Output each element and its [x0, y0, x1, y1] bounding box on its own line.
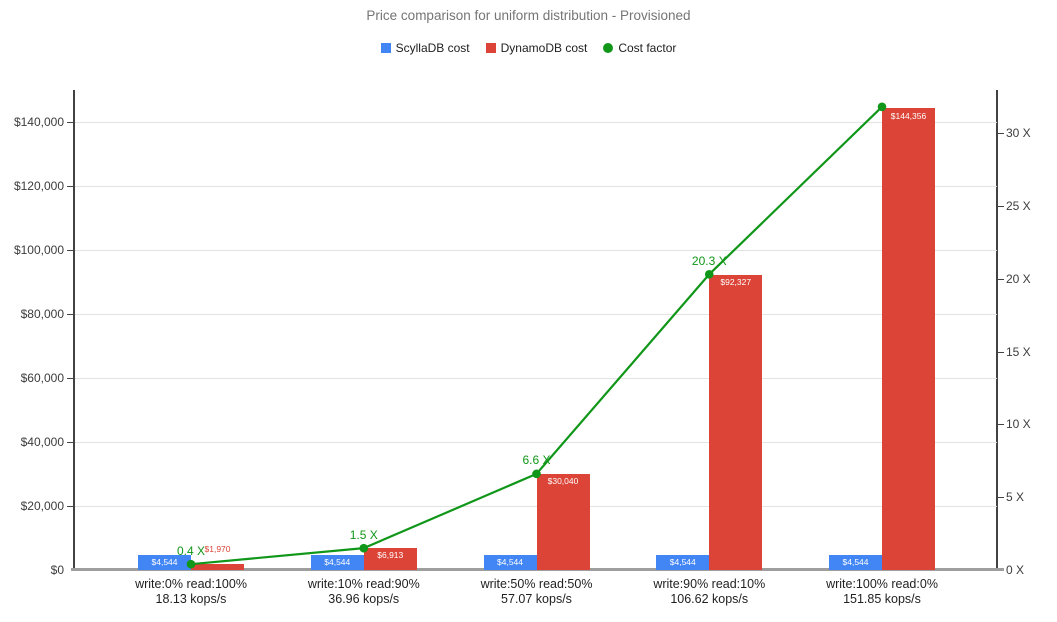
cost-factor-point — [359, 543, 369, 553]
category-throughput-label: 151.85 kops/s — [843, 592, 921, 606]
category-label: write:50% read:50% 57.07 kops/s — [442, 577, 632, 607]
left-axis-tick-label: $0 — [50, 563, 64, 577]
bar-dynamodb-cost — [191, 563, 244, 570]
scylladb-series-swatch-icon — [380, 43, 391, 53]
legend-label: ScyllaDB cost — [395, 41, 470, 55]
left-axis-tick-label: $60,000 — [20, 371, 64, 385]
scylladb-bar-value-label: $4,544 — [842, 557, 869, 568]
left-axis-tick-label: $80,000 — [20, 307, 64, 321]
category-workload-label: write:10% read:90% — [307, 577, 420, 591]
left-axis-tick-label: $120,000 — [13, 179, 64, 193]
cost-factor-point — [186, 559, 196, 569]
right-axis-tick-label: 5 X — [1006, 490, 1025, 505]
cost-factor-point — [877, 102, 887, 112]
gridline — [75, 249, 997, 251]
dynamodb-series-swatch-icon — [485, 43, 496, 53]
left-axis-tick — [67, 122, 74, 123]
category-throughput-label: 106.62 kops/s — [670, 592, 749, 606]
scylladb-bar-value-label: $4,544 — [151, 557, 178, 568]
scylladb-bar-value-label: $4,544 — [669, 557, 696, 568]
category-throughput-label: 57.07 kops/s — [501, 592, 572, 606]
gridline — [75, 185, 997, 187]
bar-dynamodb-cost — [709, 274, 763, 570]
dynamodb-bar-value-label: $92,327 — [720, 277, 752, 288]
legend-item-cost-factor: Cost factor — [603, 41, 676, 55]
gridline — [75, 505, 997, 507]
right-axis-tick-label: 25 X — [1006, 198, 1031, 213]
category-workload-label: write:0% read:100% — [135, 577, 247, 591]
category-label: write:0% read:100% 18.13 kops/s — [96, 577, 286, 607]
right-axis-tick — [996, 497, 1004, 499]
cost-factor-polyline — [190, 105, 883, 566]
right-axis-tick-label: 15 X — [1006, 344, 1031, 359]
bar-dynamodb-cost — [536, 473, 590, 570]
cost-factor-series-swatch-icon — [603, 43, 614, 53]
left-axis-tick-label: $100,000 — [13, 243, 64, 257]
right-axis-tick — [996, 133, 1004, 134]
chart-title: Price comparison for uniform distributio… — [366, 8, 691, 23]
cost-factor-point — [704, 269, 714, 279]
category-label: write:100% read:0% 151.85 kops/s — [787, 577, 977, 607]
gridline — [75, 121, 997, 123]
cost-factor-line — [186, 102, 887, 569]
category-workload-label: write:100% read:0% — [826, 577, 938, 591]
bar-dynamodb-cost — [882, 108, 935, 570]
scylladb-bar-value-label: $4,544 — [324, 557, 351, 568]
legend: ScyllaDB cost DynamoDB cost Cost factor — [0, 41, 1057, 55]
right-axis-tick-label: 10 X — [1006, 417, 1031, 432]
left-axis-tick — [67, 378, 74, 379]
dynamodb-bar-value-label: $144,356 — [890, 110, 927, 121]
cost-factor-value-label: 0.4 X — [176, 543, 206, 558]
category-throughput-label: 18.13 kops/s — [155, 592, 227, 606]
left-axis-tick — [67, 442, 74, 443]
bar-scylladb-cost — [138, 555, 191, 570]
cost-factor-value-label: 6.6 X — [522, 453, 551, 468]
right-axis-tick-label: 20 X — [1006, 271, 1031, 286]
legend-label: Cost factor — [618, 41, 677, 55]
right-axis-tick — [996, 278, 1004, 280]
left-axis-tick-label: $40,000 — [20, 435, 64, 449]
legend-label: DynamoDB cost — [500, 41, 588, 55]
category-label: write:10% read:90% 36.96 kops/s — [269, 577, 459, 607]
right-axis-tick — [996, 424, 1004, 426]
legend-item-scylladb-cost: ScyllaDB cost — [380, 41, 470, 55]
scylladb-bar-value-label: $4,544 — [497, 557, 523, 568]
cost-factor-value-label: 20.3 X — [691, 253, 727, 268]
left-axis-tick — [67, 506, 74, 507]
category-throughput-label: 36.96 kops/s — [328, 592, 400, 606]
gridline — [75, 441, 997, 443]
bar-scylladb-cost — [483, 555, 537, 570]
legend-item-dynamodb-cost: DynamoDB cost — [485, 41, 588, 55]
right-axis-tick-label: 30 X — [1006, 126, 1031, 140]
right-axis-tick-label: 0 X — [1006, 563, 1025, 577]
left-axis-tick-label: $20,000 — [20, 499, 64, 513]
dynamodb-bar-value-label: $1,970 — [204, 543, 231, 554]
left-axis-tick — [67, 314, 74, 315]
category-workload-label: write:90% read:10% — [653, 577, 766, 591]
left-axis-tick-label: $140,000 — [13, 115, 64, 129]
bar-scylladb-cost — [829, 555, 882, 570]
cost-factor-point — [532, 469, 541, 479]
right-axis-tick — [996, 351, 1004, 353]
dynamodb-bar-value-label: $6,913 — [377, 550, 404, 561]
dynamodb-bar-value-label: $30,040 — [547, 476, 579, 487]
bar-scylladb-cost — [656, 555, 710, 570]
right-y-axis-line — [996, 90, 998, 571]
bar-dynamodb-cost — [363, 547, 417, 570]
category-label: write:90% read:10% 106.62 kops/s — [614, 577, 804, 607]
right-axis-tick — [996, 205, 1004, 207]
left-axis-tick — [67, 250, 74, 251]
gridline — [75, 313, 997, 315]
bar-scylladb-cost — [310, 555, 364, 570]
category-workload-label: write:50% read:50% — [480, 577, 593, 591]
gridline — [75, 377, 997, 379]
left-axis-tick — [67, 186, 74, 187]
left-y-axis-line — [73, 90, 75, 571]
plot-area: $4,544 $1,970 $4,544 $6,913 $4,544 $30,040 $4,… — [75, 90, 997, 570]
cost-factor-value-label: 1.5 X — [349, 527, 378, 542]
